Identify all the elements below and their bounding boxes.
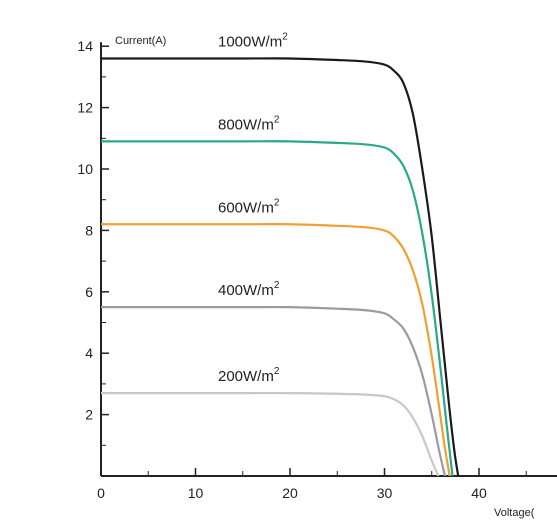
y-tick-label: 14 [77,38,93,54]
series-line [100,223,451,477]
x-axis-ticks: 0 10 20 30 40 [97,468,527,501]
y-axis-title: Current(A) [115,35,166,47]
series-line [101,57,460,477]
series-line [100,305,447,477]
series-label: 200W/m2 [218,366,280,385]
y-tick-label: 6 [85,284,93,300]
y-tick-label: 12 [77,100,93,116]
y-tick-label: 4 [85,345,93,361]
y-tick-label: 8 [85,222,93,238]
series-labels: 1000W/m2 800W/m2 600W/m2 400W/m2 200W/m2 [218,31,288,385]
series-label: 1000W/m2 [218,31,288,50]
series-line [101,140,454,477]
y-tick-label: 10 [77,161,93,177]
x-tick-label: 40 [471,485,487,501]
x-tick-label: 10 [188,485,204,501]
x-tick-label: 30 [377,485,393,501]
series-label: 600W/m2 [218,197,280,216]
series-lines [100,57,460,477]
series-label: 400W/m2 [218,280,280,299]
series-line [100,391,440,477]
x-tick-label: 0 [97,485,105,501]
y-axis-ticks: 2 4 6 8 10 12 14 [77,38,109,446]
x-tick-label: 20 [282,485,298,501]
y-tick-label: 2 [85,407,93,423]
series-label: 800W/m2 [218,114,280,133]
x-axis-title: Voltage( [494,507,535,519]
